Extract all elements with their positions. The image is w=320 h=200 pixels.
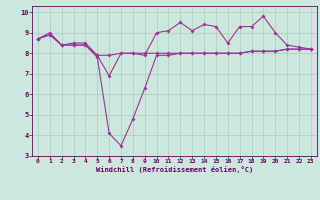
X-axis label: Windchill (Refroidissement éolien,°C): Windchill (Refroidissement éolien,°C) [96,166,253,173]
